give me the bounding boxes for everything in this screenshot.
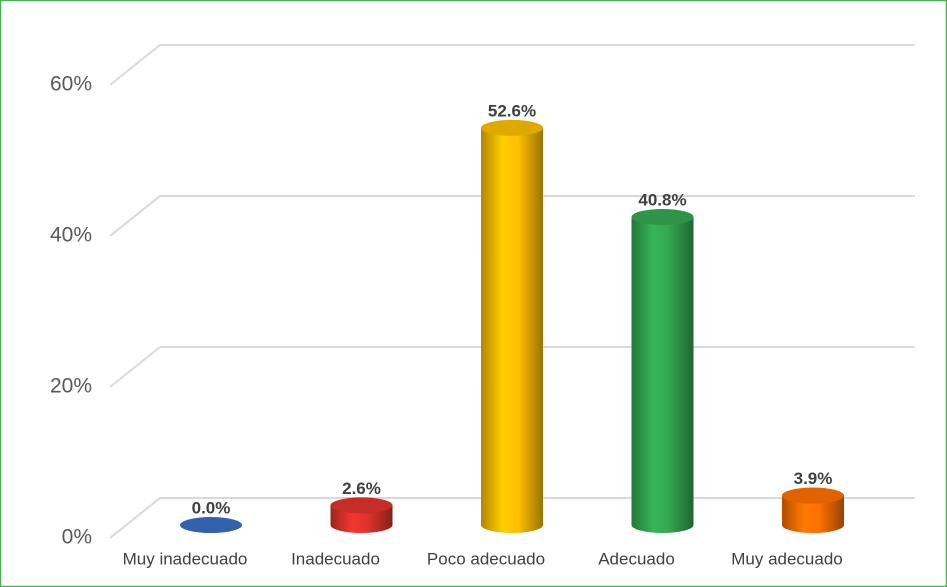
grid-line: [109, 195, 915, 237]
x-tick-label: Poco adecuado: [427, 549, 545, 568]
bar: [782, 495, 844, 533]
bar-top: [782, 487, 844, 504]
y-tick-label: 0%: [62, 526, 92, 549]
y-tick-label: 60%: [50, 73, 92, 96]
x-tick-label: Muy adecuado: [731, 549, 843, 568]
bar: [631, 216, 694, 533]
bar-top: [180, 517, 242, 533]
bar-top: [330, 497, 393, 514]
value-label: 2.6%: [342, 479, 381, 498]
x-tick-label: Muy inadecuado: [123, 549, 248, 568]
bar-top: [481, 119, 543, 136]
value-label: 0.0%: [192, 498, 231, 517]
bar-top: [631, 208, 694, 225]
x-tick-label: Adecuado: [598, 549, 675, 568]
grid-line: [109, 44, 915, 86]
bar: [481, 127, 543, 534]
value-label: 52.6%: [488, 101, 536, 120]
x-tick-label: Inadecuado: [291, 549, 380, 568]
y-tick-label: 20%: [50, 375, 92, 398]
value-label: 3.9%: [794, 469, 833, 488]
y-tick-label: 40%: [50, 224, 92, 247]
value-label: 40.8%: [638, 190, 686, 209]
